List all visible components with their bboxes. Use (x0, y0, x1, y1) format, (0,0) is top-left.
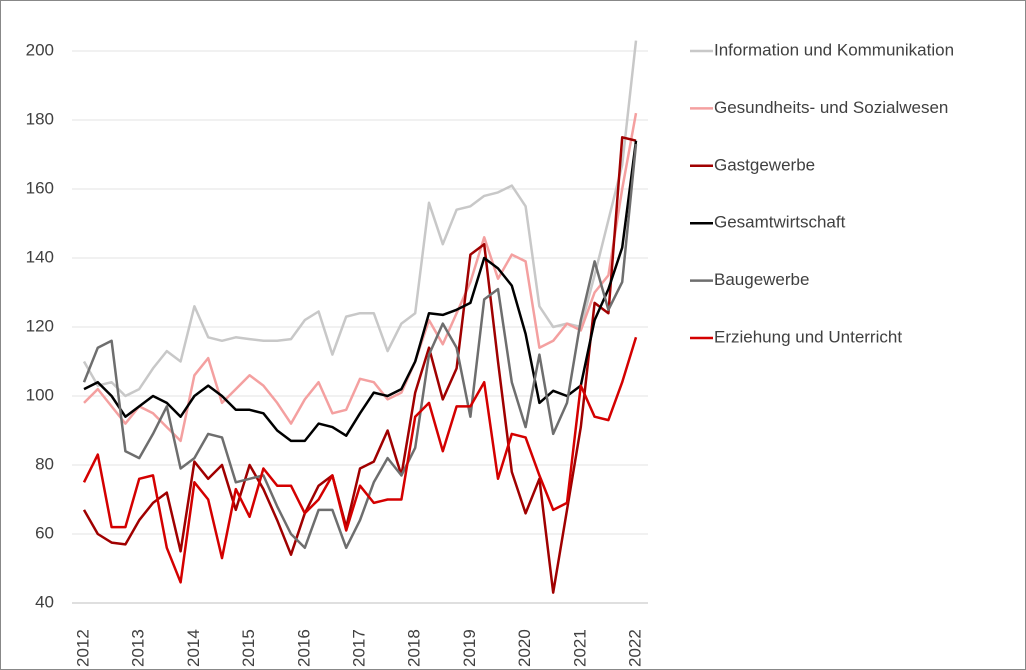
y-tick-label: 200 (26, 40, 54, 59)
series-line (82, 336, 638, 584)
series-line (82, 136, 637, 594)
x-tick-label: 2013 (129, 629, 148, 667)
series-line (83, 140, 638, 443)
x-tick-label: 2018 (405, 629, 424, 667)
x-tick-label: 2014 (184, 629, 203, 667)
y-tick-label: 180 (26, 109, 54, 128)
y-tick-label: 120 (26, 316, 54, 335)
x-tick-label: 2021 (570, 629, 589, 667)
series-line (83, 112, 638, 443)
y-tick-label: 80 (35, 454, 54, 473)
x-tick-label: 2017 (349, 629, 368, 667)
x-tick-label: 2015 (239, 629, 258, 667)
y-tick-label: 100 (26, 385, 54, 404)
legend-label: Gastgewerbe (714, 155, 815, 174)
y-tick-label: 60 (35, 523, 54, 542)
y-tick-label: 40 (35, 592, 54, 611)
x-tick-label: 2019 (460, 629, 479, 667)
legend-label: Information und Kommunikation (714, 40, 954, 59)
series-line (82, 143, 638, 550)
legend-label: Baugewerbe (714, 270, 809, 289)
x-tick-label: 2012 (73, 629, 92, 667)
y-tick-label: 140 (26, 247, 54, 266)
x-tick-label: 2022 (625, 629, 644, 667)
legend-label: Erziehung und Unterricht (714, 327, 902, 346)
legend-label: Gesundheits- und Sozialwesen (714, 98, 948, 117)
series-line (82, 40, 638, 398)
legend-label: Gesamtwirtschaft (714, 213, 846, 232)
x-tick-label: 2016 (294, 629, 313, 667)
x-tick-label: 2020 (515, 629, 534, 667)
y-tick-label: 160 (26, 178, 54, 197)
